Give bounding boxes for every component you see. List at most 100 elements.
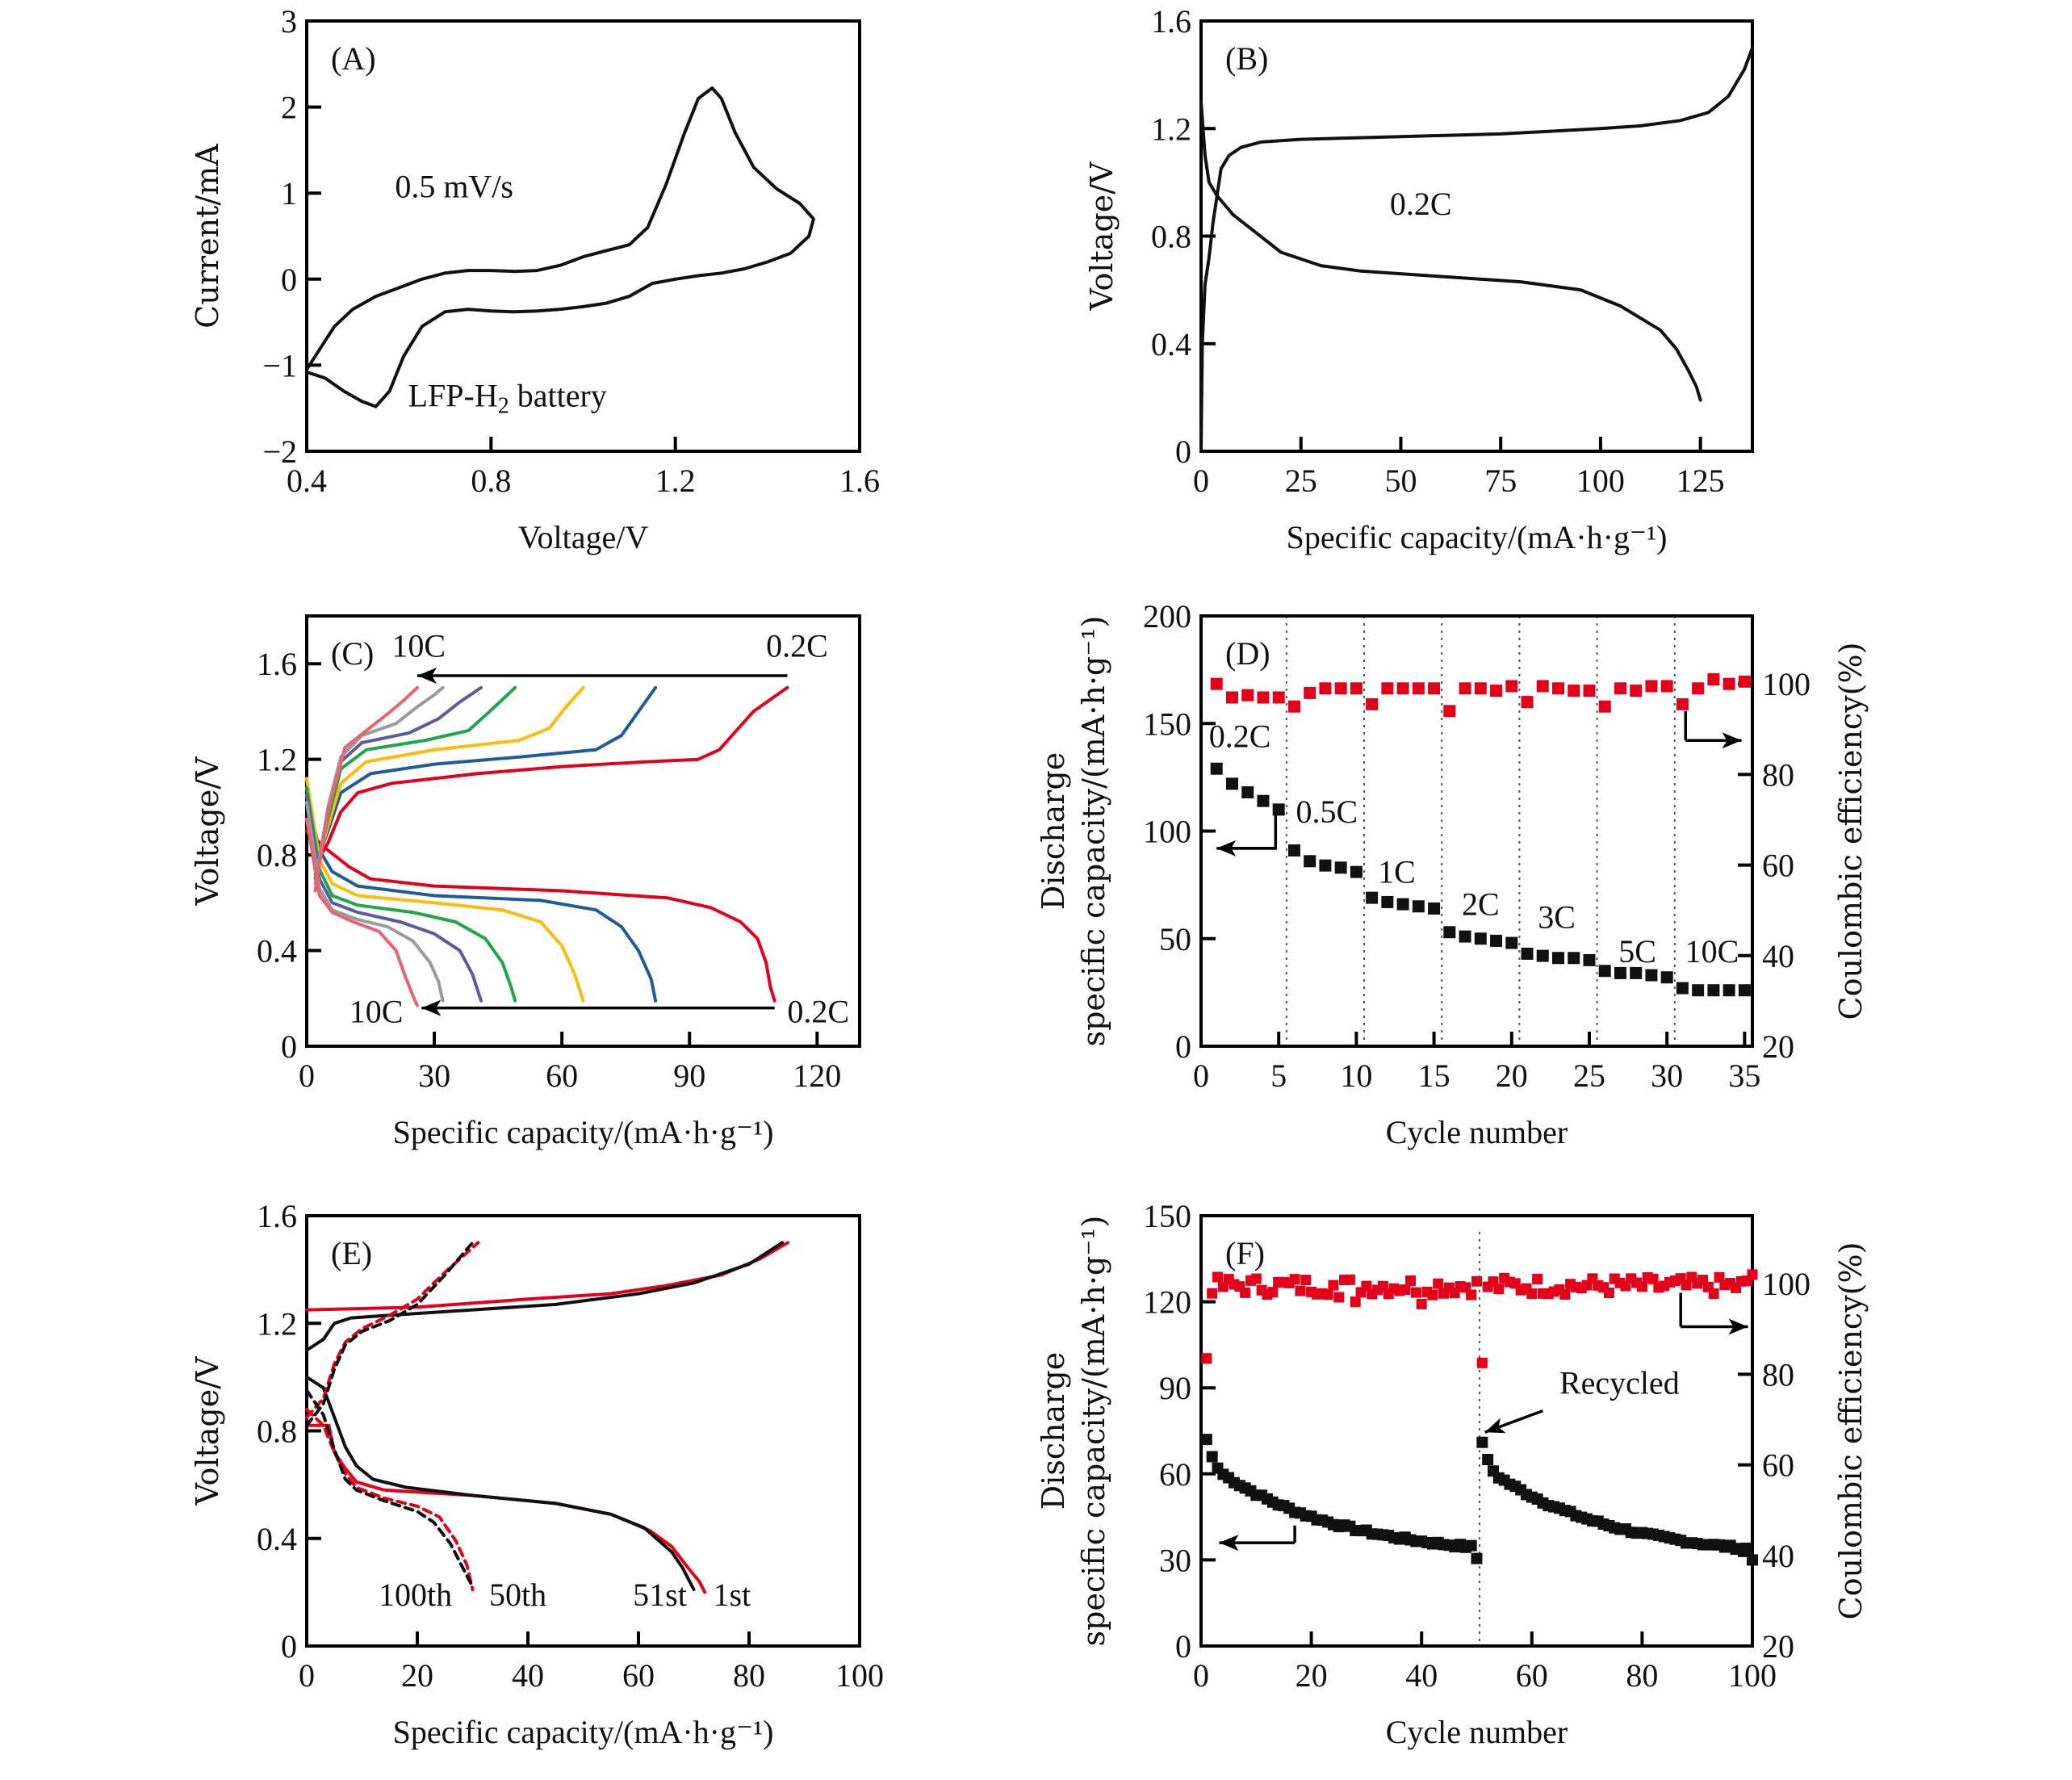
recycled-arrow-head: [1484, 1418, 1506, 1434]
rate-label: 0.5C: [1296, 794, 1358, 830]
x-tick-label: 100: [1728, 1657, 1777, 1694]
x-axis-title: Specific capacity/(mA·h·g⁻¹): [393, 1114, 774, 1150]
capacity-point: [1272, 803, 1285, 816]
y-tick-label: 60: [1159, 1456, 1191, 1493]
efficiency-point: [1210, 677, 1223, 690]
x-tick-label: 0: [1193, 1058, 1209, 1094]
cycle-curve: [305, 1423, 707, 1594]
y-tick-label: 0.8: [257, 1414, 297, 1450]
y-tick-label: 0.8: [257, 837, 297, 873]
cycle-curve: [305, 1241, 480, 1419]
efficiency-point: [1532, 1273, 1543, 1284]
y-tick-label: 100: [1143, 814, 1191, 850]
voltage-curve: [1199, 46, 1754, 453]
capacity-point: [1319, 859, 1332, 872]
x-tick-label: 20: [1496, 1058, 1528, 1094]
panel-label: (B): [1225, 40, 1268, 77]
efficiency-point: [1583, 685, 1596, 697]
capacity-point: [1660, 971, 1673, 984]
capacity-point: [1443, 926, 1456, 939]
y-tick-label: 150: [1143, 706, 1191, 742]
efficiency-point: [1344, 1274, 1355, 1285]
efficiency-point: [1334, 682, 1347, 695]
battery-label-main: LFP-H: [408, 378, 498, 414]
efficiency-point: [1295, 1285, 1306, 1296]
y-tick-label: 1.6: [257, 646, 297, 682]
x-axis-title: Specific capacity/(mA·h·g⁻¹): [393, 1714, 774, 1750]
x-tick-label: 120: [793, 1058, 841, 1094]
x-tick-label: 30: [1651, 1058, 1683, 1094]
x-tick-label: 75: [1484, 463, 1517, 499]
efficiency-point: [1333, 1292, 1345, 1303]
efficiency-point: [1708, 1288, 1719, 1299]
rate-label: 2C: [1462, 886, 1500, 922]
efficiency-point: [1410, 1287, 1421, 1298]
capacity-point: [1287, 844, 1300, 856]
efficiency-point: [1272, 691, 1285, 704]
efficiency-point: [1381, 682, 1394, 695]
y2-tick-label: 60: [1762, 848, 1794, 884]
efficiency-point: [1400, 1284, 1411, 1296]
panel-label: (C): [331, 635, 374, 672]
y2-tick-label: 20: [1762, 1628, 1794, 1665]
discharge-curve-5C: [305, 801, 445, 1003]
efficiency-point: [1287, 700, 1300, 713]
efficiency-point: [1350, 1296, 1361, 1308]
capacity-point: [1676, 982, 1689, 995]
x-tick-label: 1.6: [839, 463, 880, 499]
capacity-point: [1206, 1451, 1218, 1463]
y-tick-label: −2: [262, 433, 297, 470]
capacity-point: [1225, 777, 1238, 790]
x-tick-label: 50: [1384, 463, 1417, 499]
right-axis-arrow-head: [1722, 732, 1742, 749]
y2-tick-label: 60: [1762, 1447, 1794, 1484]
charge-curve-0.5C: [313, 685, 658, 866]
x-tick-label: 0.4: [287, 463, 327, 499]
efficiency-point: [1428, 682, 1441, 695]
efficiency-point: [1396, 682, 1409, 695]
efficiency-point: [1207, 1288, 1218, 1299]
efficiency-point: [1241, 689, 1254, 702]
x-tick-label: 90: [673, 1058, 705, 1094]
efficiency-point: [1738, 675, 1751, 688]
y-tick-label: 0.4: [257, 1521, 297, 1557]
rate-label: 10C: [350, 993, 404, 1029]
left-axis-arrow-head: [1216, 840, 1237, 856]
x-axis-title: Cycle number: [1386, 1714, 1568, 1750]
y-tick-label: 0.4: [257, 933, 297, 970]
y-axis-title-line2: specific capacity/(mA·h·g⁻¹): [1076, 1216, 1111, 1647]
y-axis-title-line1: Discharge: [1036, 1352, 1071, 1510]
y2-tick-label: 20: [1762, 1028, 1794, 1065]
x-tick-label: 35: [1728, 1058, 1760, 1094]
capacity-point: [1334, 861, 1347, 874]
x-tick-label: 125: [1676, 463, 1725, 499]
capacity-point: [1210, 762, 1223, 775]
efficiency-point: [1559, 1289, 1571, 1300]
y-axis-title: Current/mA: [190, 144, 225, 329]
left-axis-arrow-head: [1219, 1535, 1239, 1552]
discharge-curve-2C: [305, 786, 517, 1003]
efficiency-point: [1707, 673, 1720, 686]
efficiency-point: [1526, 1288, 1538, 1299]
x-tick-label: 5: [1270, 1058, 1287, 1094]
y-tick-label: 1.6: [1151, 3, 1191, 40]
discharge-curve-1C: [305, 777, 585, 1003]
y-tick-label: 1.2: [257, 1305, 297, 1342]
cycle-label: 51st: [633, 1577, 687, 1613]
plot-frame: [1199, 1214, 1754, 1648]
y-tick-label: 1.6: [257, 1198, 297, 1234]
capacity-point: [1630, 966, 1643, 979]
efficiency-point: [1319, 682, 1332, 695]
capacity-point: [1428, 902, 1441, 915]
capacity-point: [1474, 932, 1487, 945]
efficiency-point: [1466, 1289, 1477, 1300]
x-tick-label: 100: [1576, 463, 1625, 499]
plot-frame: [1199, 19, 1754, 453]
capacity-point: [1490, 934, 1503, 947]
capacity-point: [1476, 1436, 1488, 1448]
x-axis-title: Voltage/V: [518, 519, 649, 555]
rate-label: 3C: [1538, 898, 1576, 935]
cycle-label: 1st: [713, 1577, 751, 1613]
x-tick-label: 10: [1340, 1058, 1372, 1094]
